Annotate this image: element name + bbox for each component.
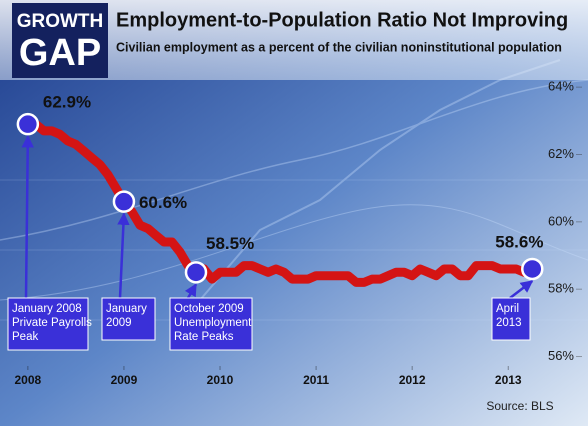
y-tick-label: 56% <box>548 348 574 363</box>
value-label: 58.5% <box>206 234 254 253</box>
y-tick-label: 64% <box>548 79 574 94</box>
annotation-box <box>491 297 531 341</box>
y-tick-label: 60% <box>548 213 574 228</box>
highlight-marker <box>521 257 544 281</box>
annotation-text: 2009 <box>106 317 132 329</box>
x-tick-label: 2008 <box>15 373 42 387</box>
source: Source: BLS <box>486 399 553 413</box>
chart-title: Employment-to-Population Ratio Not Impro… <box>116 9 568 31</box>
annotation-text: Peak <box>12 331 38 343</box>
chart-subtitle: Civilian employment as a percent of the … <box>116 40 562 54</box>
value-label: 60.6% <box>139 193 187 212</box>
annotation-arrow <box>21 134 34 299</box>
annotation-box <box>169 297 253 351</box>
annotation-arrow <box>509 279 534 299</box>
annotation-text: Private Payrolls <box>12 317 92 329</box>
highlight-marker <box>112 190 136 213</box>
logo <box>12 3 108 78</box>
annotation-text: April <box>496 303 519 315</box>
logo-text: GAP <box>19 32 101 74</box>
annotation-text: Unemployment <box>174 317 252 329</box>
highlight-marker <box>184 261 208 284</box>
x-tick-label: 2011 <box>303 373 329 387</box>
x-tick-label: 2010 <box>207 373 234 387</box>
y-tick-label: 58% <box>548 281 574 296</box>
annotation-text: October 2009 <box>174 303 244 315</box>
annotation-text: January 2008 <box>12 303 82 315</box>
value-label: 62.9% <box>43 93 91 112</box>
logo-text: GROWTH <box>17 11 104 32</box>
data-line <box>23 119 537 287</box>
x-tick-label: 2012 <box>399 373 426 387</box>
x-tick-label: 2009 <box>111 373 138 387</box>
value-label: 58.6% <box>495 232 543 251</box>
highlight-marker <box>16 112 40 136</box>
y-tick-label: 62% <box>548 146 574 161</box>
annotation-text: Rate Peaks <box>174 331 234 343</box>
annotation-arrow <box>117 212 130 299</box>
annotation-text: January <box>106 303 147 315</box>
annotation-box <box>7 297 89 351</box>
x-tick-label: 2013 <box>495 373 522 387</box>
annotation-arrow <box>184 283 198 299</box>
annotation-box <box>101 297 156 341</box>
annotation-text: 2013 <box>496 317 522 329</box>
